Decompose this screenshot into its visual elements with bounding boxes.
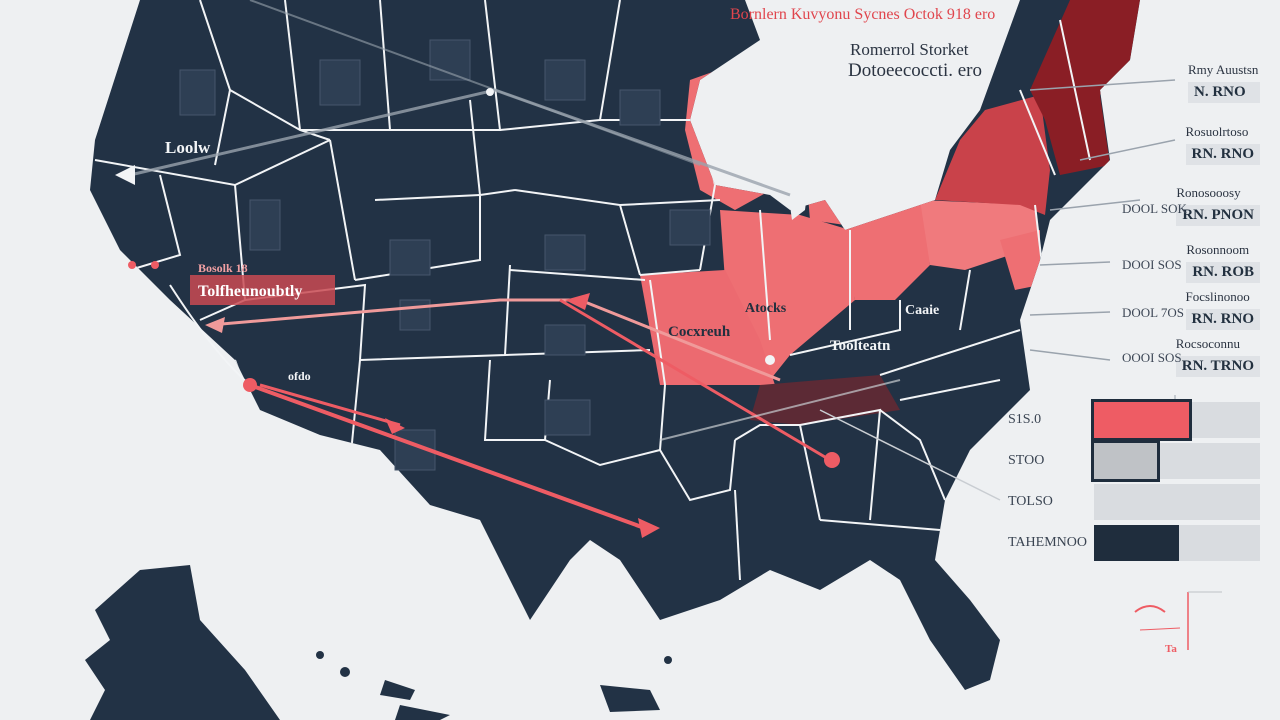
connector-label: OOOI SOS <box>1122 350 1182 365</box>
legend-label: Rosonnoom <box>1186 242 1250 257</box>
bar-track <box>1094 484 1260 520</box>
bar-row: TOLSO <box>1008 484 1260 520</box>
connector-label: DOOL SOK <box>1122 201 1187 216</box>
legend-value: N. RNO <box>1188 82 1260 103</box>
legend-row: Rocsoconnu RN. TRNO <box>1175 336 1260 377</box>
legend-value: RN. RNO <box>1185 309 1260 330</box>
legend-row: Rmy Auustsn N. RNO <box>1188 62 1260 103</box>
bar-track <box>1091 399 1260 441</box>
header-subtitle-2: Dotoeecoccti. ero <box>848 60 982 81</box>
state-panels <box>179 39 711 471</box>
legend-row: Rosonnoom RN. ROB <box>1186 242 1260 283</box>
california-banner-box <box>190 275 335 305</box>
aleutian-islands <box>316 651 672 720</box>
connector-label: DOOL 7OS <box>1122 305 1184 320</box>
bar-fill <box>1094 525 1179 561</box>
region-missouri <box>640 270 775 385</box>
bar-label: S1S.0 <box>1008 412 1042 427</box>
region-new-england <box>1030 0 1140 175</box>
label-nevada: ofdo <box>288 369 311 383</box>
bar-row: S1S.0 <box>1008 399 1260 441</box>
connector-label: DOOI SOS <box>1122 257 1182 272</box>
lake-michigan <box>785 95 815 220</box>
legend-row: Rosuolrtoso RN. RNO <box>1185 124 1260 165</box>
bar-fill <box>1090 440 1161 482</box>
legend-label: Focslinonoo <box>1185 289 1250 304</box>
bar-fill <box>1091 399 1192 441</box>
us-landmass <box>90 0 1140 690</box>
legend-row: Focslinonoo RN. RNO <box>1185 289 1260 330</box>
region-ohio <box>845 200 930 300</box>
header-title: Bornlern Kuvyonu Sycnes Octok 918 ero <box>730 6 996 23</box>
legend-value: RN. ROB <box>1186 262 1260 283</box>
bar-row: STOO <box>1008 440 1260 482</box>
region-new-jersey <box>1000 230 1040 290</box>
bar-label: STOO <box>1008 453 1045 468</box>
label-illinois: Atocks <box>745 301 787 316</box>
label-virginia: Caaie <box>905 303 939 318</box>
label-california-banner: Tolfheunoubtly <box>198 283 302 300</box>
legend-value: RN. TRNO <box>1175 356 1260 377</box>
legend-value: RN. RNO <box>1185 144 1260 165</box>
bar-label: TAHEMNOO <box>1008 535 1087 550</box>
flow-lines <box>129 0 1176 532</box>
footnote: Ta <box>1165 643 1177 655</box>
legend-label: Rosuolrtoso <box>1185 124 1249 139</box>
region-new-york <box>935 95 1050 215</box>
legend-label: Ronosooosy <box>1176 185 1241 200</box>
label-california: Bosolk 18 <box>198 261 248 275</box>
bar-track <box>1090 440 1260 482</box>
region-michigan <box>800 95 880 225</box>
header-subtitle-1: Romerrol Storket <box>850 40 969 59</box>
legend-row: Ronosooosy RN. PNON <box>1176 185 1260 226</box>
highlighted-regions <box>640 0 1140 425</box>
mini-graphic <box>1134 591 1222 650</box>
label-tennessee: Toolteatn <box>830 338 891 354</box>
label-west: Loolw <box>165 138 211 157</box>
legend-value: RN. PNON <box>1176 205 1260 226</box>
legend-label: Rmy Auustsn <box>1188 62 1259 77</box>
lake-superior <box>745 60 830 95</box>
legend-label: Rocsoconnu <box>1175 336 1241 351</box>
bar-label: TOLSO <box>1008 494 1053 509</box>
label-missouri: Cocxreuh <box>668 324 731 340</box>
alaska <box>85 565 280 720</box>
bar-track <box>1094 525 1260 561</box>
bar-row: TAHEMNOO <box>1008 525 1260 561</box>
flow-markers <box>115 88 840 538</box>
